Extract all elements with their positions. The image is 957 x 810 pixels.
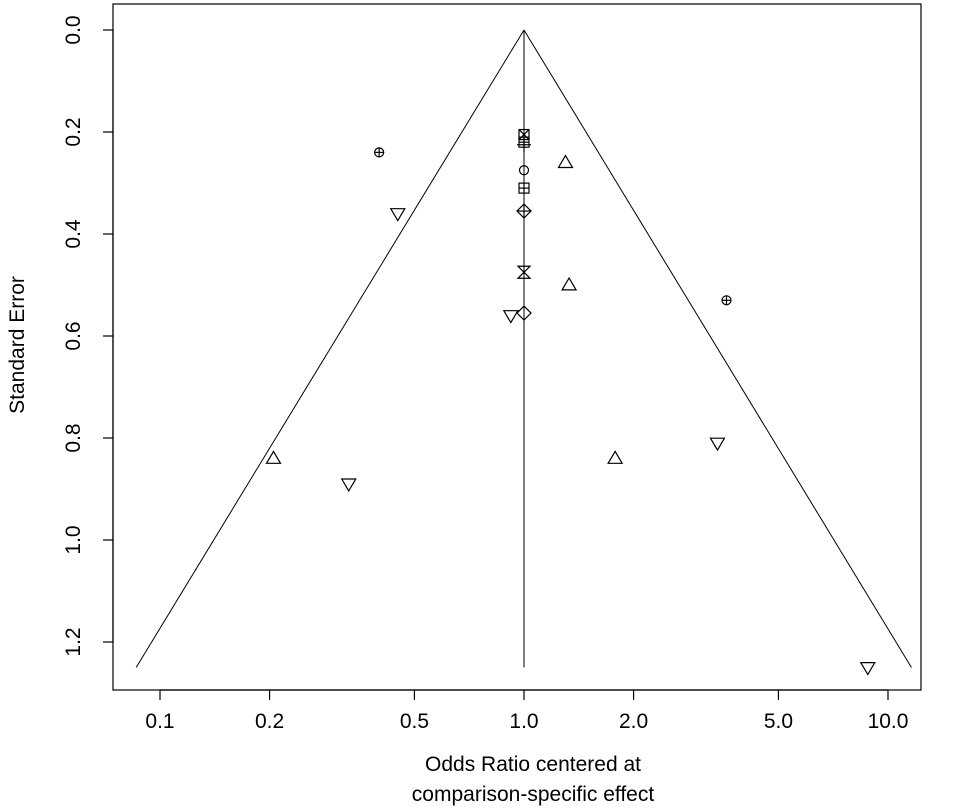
point-triangle-down <box>340 478 357 493</box>
x-tick-label: 0.2 <box>255 710 284 733</box>
x-tick-label: 2.0 <box>619 710 648 733</box>
funnel-right-line <box>523 29 912 668</box>
point-triangle-down <box>859 661 876 676</box>
point-square-cross <box>518 182 530 194</box>
point-triangle-up <box>561 276 578 291</box>
point-bowtie <box>516 265 532 279</box>
plot-frame <box>112 3 922 691</box>
point-circle <box>518 165 530 176</box>
point-triangle-up <box>265 450 282 464</box>
y-tick-label: 1.2 <box>62 627 85 656</box>
point-crossed-diamond <box>374 147 385 158</box>
point-triangle-down <box>389 208 406 222</box>
y-tick-label: 1.0 <box>62 525 85 554</box>
y-tick-label: 0.6 <box>62 321 85 350</box>
x-tick-label: 5.0 <box>764 710 793 733</box>
x-tick-label: 0.1 <box>145 710 174 733</box>
x-tick-label: 1.0 <box>509 710 538 733</box>
y-tick-label: 0.0 <box>62 15 85 44</box>
point-diamond-cross <box>516 203 532 219</box>
x-axis-label-line-2: comparison-specific effect <box>412 783 655 806</box>
x-tick-label: 0.5 <box>400 710 429 733</box>
funnel-lines <box>135 29 912 668</box>
point-triangle-up <box>607 450 624 464</box>
funnel-left-line <box>135 29 525 668</box>
y-tick-label: 0.4 <box>62 219 85 249</box>
point-triangle-down <box>709 437 726 452</box>
point-plus <box>517 137 531 152</box>
point-triangle-down <box>502 310 519 324</box>
y-tick-label: 0.2 <box>62 117 85 146</box>
point-square-x <box>518 128 530 141</box>
x-tick-label: 10.0 <box>868 710 909 733</box>
y-tick-label: 0.8 <box>62 423 85 452</box>
y-axis-label: Standard Error <box>6 276 29 414</box>
y-axis: 0.0 0.2 0.4 0.6 0.8 1.0 1.2 <box>62 15 114 657</box>
point-crossed-diamond <box>721 295 732 306</box>
point-triangle-up <box>557 154 574 169</box>
data-points <box>265 128 876 676</box>
x-axis-label-line-1: Odds Ratio centered at <box>425 753 641 776</box>
point-diamond <box>516 305 532 321</box>
x-axis: 0.1 0.2 0.5 1.0 2.0 5.0 10.0 <box>145 689 909 733</box>
